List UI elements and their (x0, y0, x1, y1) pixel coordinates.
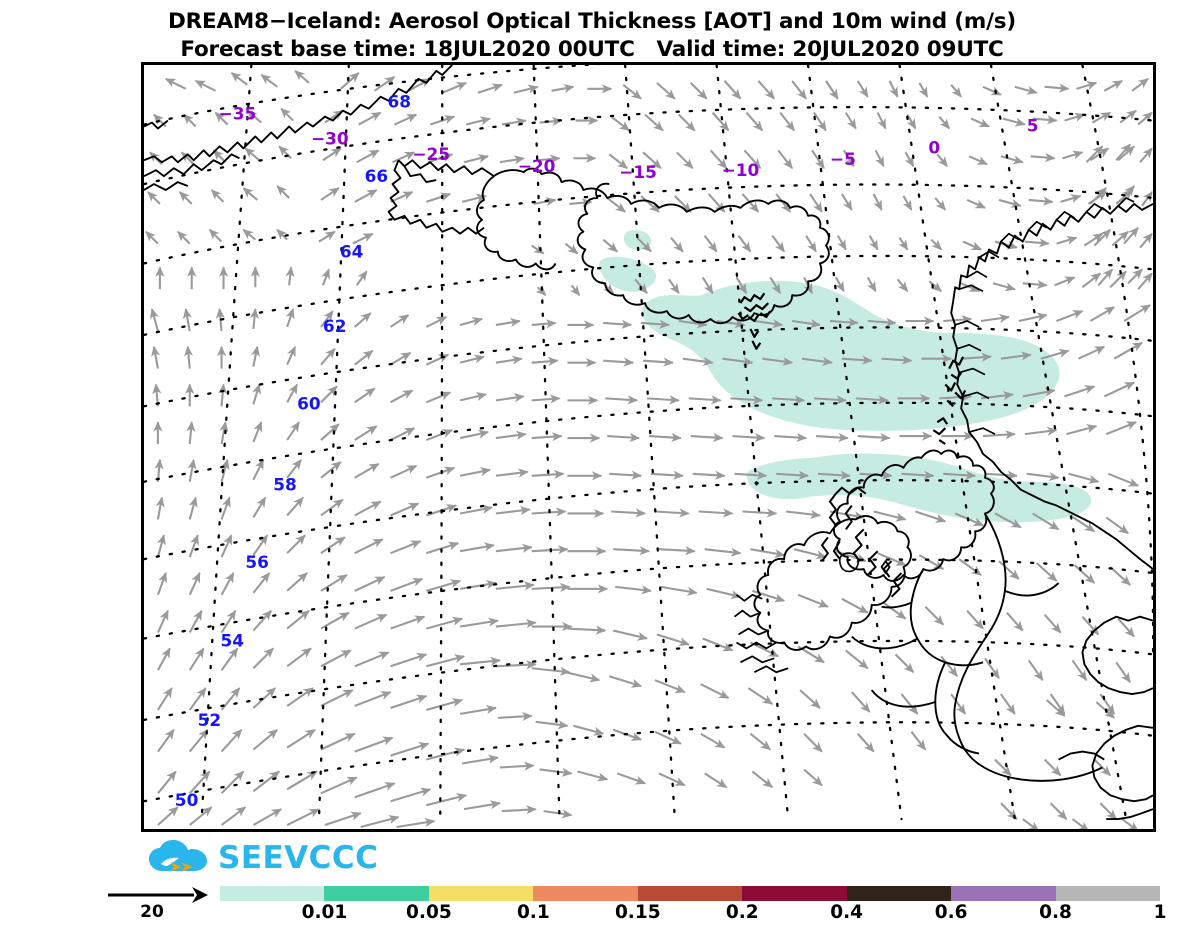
svg-text:−5: −5 (830, 149, 856, 169)
colorbar-segment (742, 886, 847, 901)
map-panel[interactable]: 68 66 64 62 60 58 56 54 52 50 −35 −30 −2… (141, 62, 1156, 832)
seevccc-logo[interactable]: SEEVCCC (148, 836, 378, 880)
forecast-time-subtitle: Forecast base time: 18JUL2020 00UTC Vali… (180, 36, 1004, 62)
wind-scale-legend: 20 (106, 884, 218, 926)
colorbar-segment (533, 886, 638, 901)
svg-text:66: 66 (365, 166, 389, 186)
svg-text:0: 0 (928, 137, 940, 157)
cloud-icon (149, 840, 207, 872)
svg-text:64: 64 (340, 242, 364, 262)
svg-text:58: 58 (273, 475, 297, 495)
colorbar-strip (220, 886, 1160, 901)
graticule-layer (144, 65, 1153, 821)
colorbar-tick: 0.2 (725, 902, 759, 923)
aot-plume-layer (598, 230, 1092, 523)
aot-colorbar[interactable]: 0.01 0.05 0.1 0.15 0.2 0.4 0.6 0.8 1 (220, 886, 1167, 926)
svg-text:52: 52 (198, 710, 222, 730)
colorbar-tick: 0.15 (614, 902, 661, 923)
svg-text:54: 54 (221, 630, 245, 650)
svg-text:−25: −25 (412, 144, 450, 164)
wind-vector-field (145, 70, 1153, 829)
colorbar-segment (951, 886, 1056, 901)
colorbar-tick: 0.8 (1039, 902, 1072, 923)
colorbar-segment (637, 886, 743, 901)
colorbar-segment (324, 886, 429, 901)
wind-scale-value: 20 (140, 902, 164, 922)
svg-text:60: 60 (297, 393, 321, 413)
coastline-layer (144, 65, 1153, 821)
colorbar-tick: 0.6 (934, 902, 968, 923)
svg-text:50: 50 (175, 790, 199, 810)
svg-text:5: 5 (1027, 115, 1039, 135)
latitude-label-layer: 68 66 64 62 60 58 56 54 52 50 (175, 92, 411, 810)
colorbar-tick: 0.4 (830, 902, 864, 923)
colorbar-tick: 0.01 (301, 902, 348, 923)
arrow-glyph (170, 862, 182, 872)
page-title: DREAM8−Iceland: Aerosol Optical Thicknes… (167, 9, 1016, 34)
colorbar-tick: 0.1 (516, 902, 550, 923)
colorbar-tick: 1 (1153, 902, 1167, 923)
chart-title-block: DREAM8−Iceland: Aerosol Optical Thicknes… (0, 8, 1184, 63)
colorbar-tick: 0.05 (406, 902, 452, 923)
longitude-label-layer: −35 −30 −25 −20 −15 −10 −5 0 5 (219, 104, 1039, 183)
colorbar-segment (220, 886, 325, 901)
colorbar-tick-labels: 0.01 0.05 0.1 0.15 0.2 0.4 0.6 0.8 1 (220, 902, 1167, 926)
colorbar-segment (428, 886, 534, 901)
svg-text:−15: −15 (619, 162, 657, 182)
svg-text:−35: −35 (219, 104, 257, 124)
map-canvas: 68 66 64 62 60 58 56 54 52 50 −35 −30 −2… (144, 65, 1153, 829)
svg-text:−10: −10 (722, 160, 760, 180)
svg-text:68: 68 (388, 92, 412, 112)
colorbar-segment (1055, 886, 1160, 901)
logo-text: SEEVCCC (218, 839, 379, 876)
svg-text:−20: −20 (518, 156, 556, 176)
svg-text:56: 56 (245, 552, 269, 572)
svg-text:62: 62 (323, 316, 347, 336)
colorbar-segment (846, 886, 952, 901)
svg-text:−30: −30 (311, 128, 349, 148)
wind-reference-arrow-icon (108, 887, 208, 903)
